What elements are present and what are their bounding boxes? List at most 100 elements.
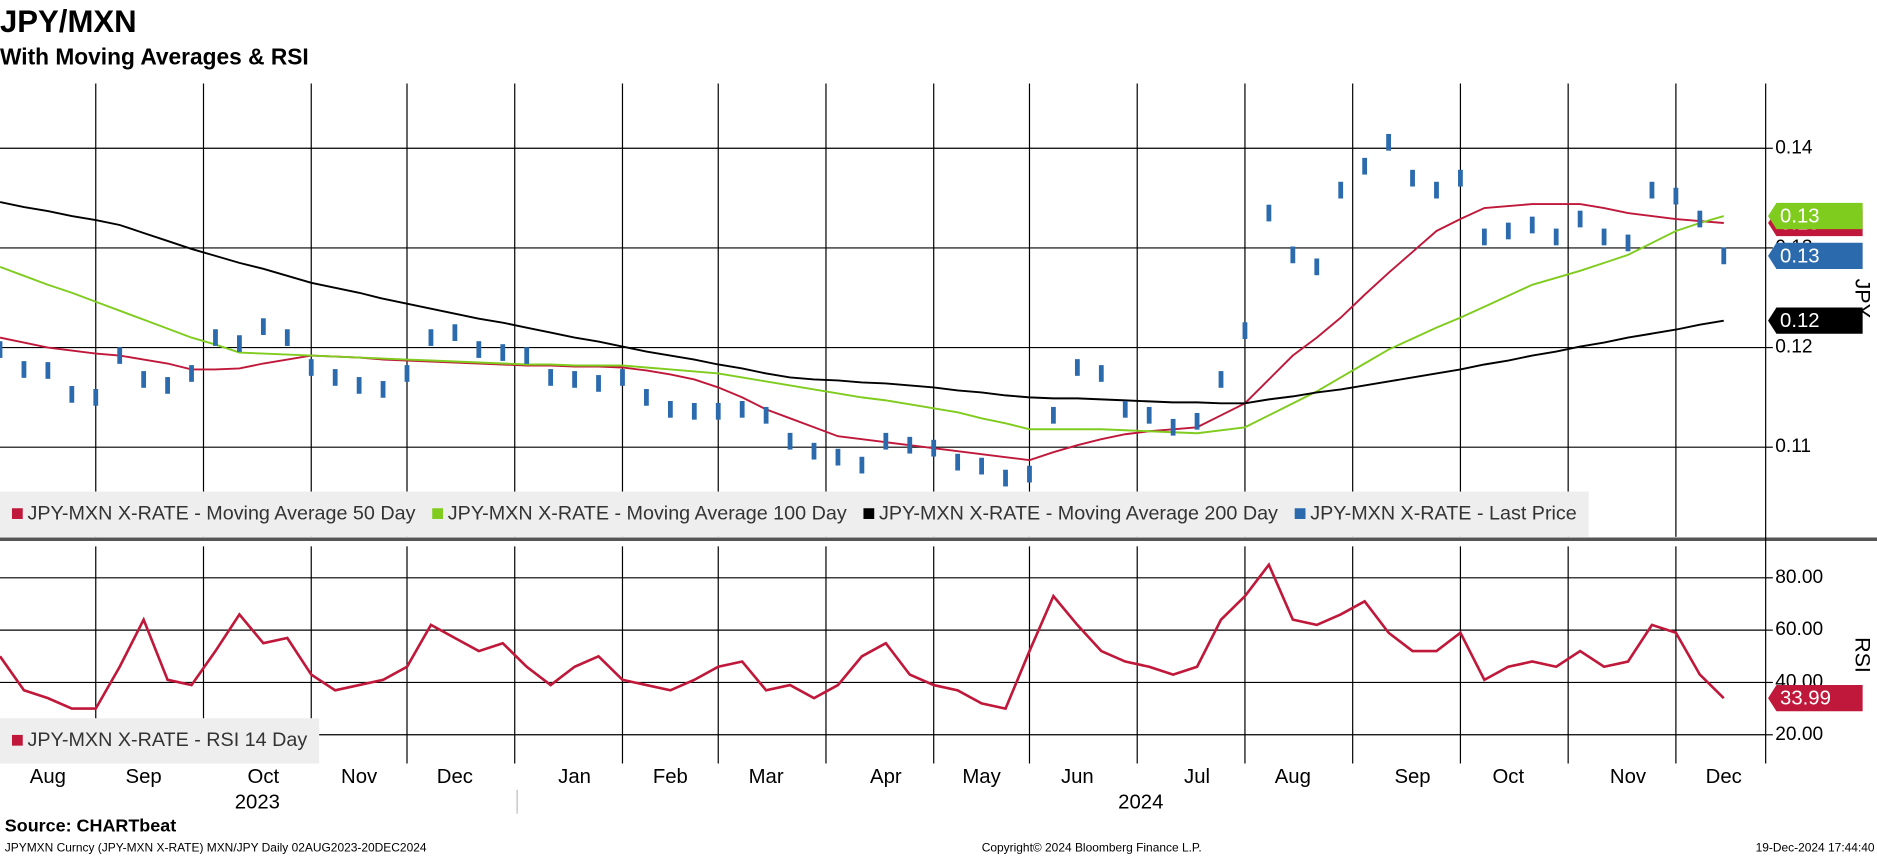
price-bar — [213, 329, 218, 346]
badge-shape — [1768, 202, 1863, 230]
price-bar — [1721, 247, 1727, 265]
price-bar — [380, 381, 386, 398]
price-bar — [1458, 169, 1463, 187]
price-bar — [1027, 465, 1032, 483]
price-bar — [404, 365, 410, 382]
x-tick-label: May — [962, 766, 1001, 788]
price-bar — [1505, 222, 1511, 240]
price-bar — [1649, 181, 1655, 199]
x-tick-label: Feb — [653, 766, 688, 788]
price-bar — [1577, 210, 1583, 228]
legend-swatch — [11, 508, 23, 519]
price-bar — [1266, 204, 1272, 222]
x-tick-label: Oct — [248, 766, 280, 788]
price-bar — [237, 335, 242, 352]
y-tick-label: 0.14 — [1775, 137, 1813, 158]
x-tick-label: Sep — [126, 766, 162, 788]
price-bar — [1314, 258, 1320, 276]
price-bar — [1481, 228, 1487, 246]
price-bar — [1434, 181, 1439, 199]
price-bar — [308, 359, 314, 376]
price-bar — [907, 436, 913, 454]
y-tick-label: 80.00 — [1775, 567, 1823, 588]
legend-swatch — [1294, 508, 1306, 519]
badge-label: 0.13 — [1780, 245, 1820, 267]
x-tick-label: Dec — [437, 766, 473, 788]
x-tick-label: Nov — [341, 766, 378, 788]
price-bar — [1003, 469, 1008, 487]
series-line — [0, 203, 1724, 462]
price-bar — [1386, 133, 1391, 151]
badge-label: 0.12 — [1780, 310, 1820, 332]
price-bar — [284, 329, 290, 346]
y-tick-label: 0.12 — [1775, 337, 1812, 358]
series-line — [0, 215, 1725, 435]
price-bar — [1122, 400, 1128, 418]
x-tick-label: Oct — [1492, 766, 1524, 788]
price-bar — [45, 362, 51, 379]
price-bar — [165, 377, 170, 394]
price-bar — [787, 432, 793, 450]
price-bar — [859, 456, 865, 474]
price-bar — [1697, 210, 1703, 228]
copyright: Copyright© 2024 Bloomberg Finance L.P. — [982, 840, 1202, 854]
timestamp: 19-Dec-2024 17:44:40 — [1756, 840, 1875, 854]
price-bar — [1194, 412, 1200, 430]
x-tick-label: Apr — [870, 766, 902, 788]
chart-title: JPY/MXN — [0, 4, 137, 39]
ticker-info: JPYMXN Curncy (JPY-MXN X-RATE) MXN/JPY D… — [5, 840, 427, 854]
price-bar — [739, 400, 745, 418]
badge-shape — [1768, 307, 1863, 334]
year-label: 2023 — [235, 791, 280, 813]
price-bar — [1338, 181, 1344, 199]
price-bar — [548, 369, 554, 386]
price-bar — [691, 402, 697, 420]
last-value-badge: 33.99 — [1768, 685, 1863, 712]
price-bar — [21, 361, 27, 378]
price-bar — [260, 318, 266, 335]
source: Source: CHARTbeat — [5, 816, 176, 836]
price-bar — [955, 453, 961, 471]
price-bar — [356, 377, 362, 394]
x-tick-label: Jun — [1061, 766, 1094, 788]
price-bar — [1098, 365, 1104, 382]
price-bar — [620, 369, 625, 386]
series-line — [0, 562, 1725, 711]
price-bar — [1242, 322, 1248, 339]
y-tick-label: 0.11 — [1775, 436, 1811, 457]
price-bar — [332, 369, 338, 386]
price-bar — [1051, 406, 1056, 424]
price-bar — [979, 457, 984, 475]
price-bar — [1625, 234, 1631, 252]
price-bar — [428, 329, 434, 346]
price-bar — [1553, 228, 1559, 246]
price-bar — [1170, 418, 1176, 436]
price-bar — [811, 442, 817, 460]
price-bar — [141, 371, 147, 388]
price-bar — [1410, 169, 1415, 187]
price-bar — [644, 389, 649, 406]
badge-label: 33.99 — [1780, 688, 1831, 710]
legend-swatch — [11, 734, 23, 746]
x-tick-label: Aug — [30, 766, 66, 788]
last-value-badge: 0.13 — [1768, 202, 1863, 230]
legend-box — [0, 491, 1589, 537]
legend-label: JPY-MXN X-RATE - RSI 14 Day — [28, 729, 308, 751]
price-bar — [1601, 228, 1607, 246]
legend-box — [0, 718, 320, 764]
price-bar — [883, 432, 889, 450]
badge-label: 0.13 — [1780, 206, 1820, 228]
x-tick-label: Sep — [1394, 766, 1430, 788]
price-bar — [189, 365, 194, 382]
year-label: 2024 — [1118, 791, 1163, 813]
x-tick-label: Mar — [749, 766, 784, 788]
price-bar — [1529, 216, 1535, 234]
price-bar — [931, 439, 937, 457]
price-bar — [835, 448, 841, 466]
badge-shape — [1768, 242, 1863, 270]
price-bar — [1290, 246, 1296, 264]
series-line — [0, 201, 1724, 405]
x-tick-label: Nov — [1610, 766, 1647, 788]
legend-swatch — [432, 508, 443, 519]
